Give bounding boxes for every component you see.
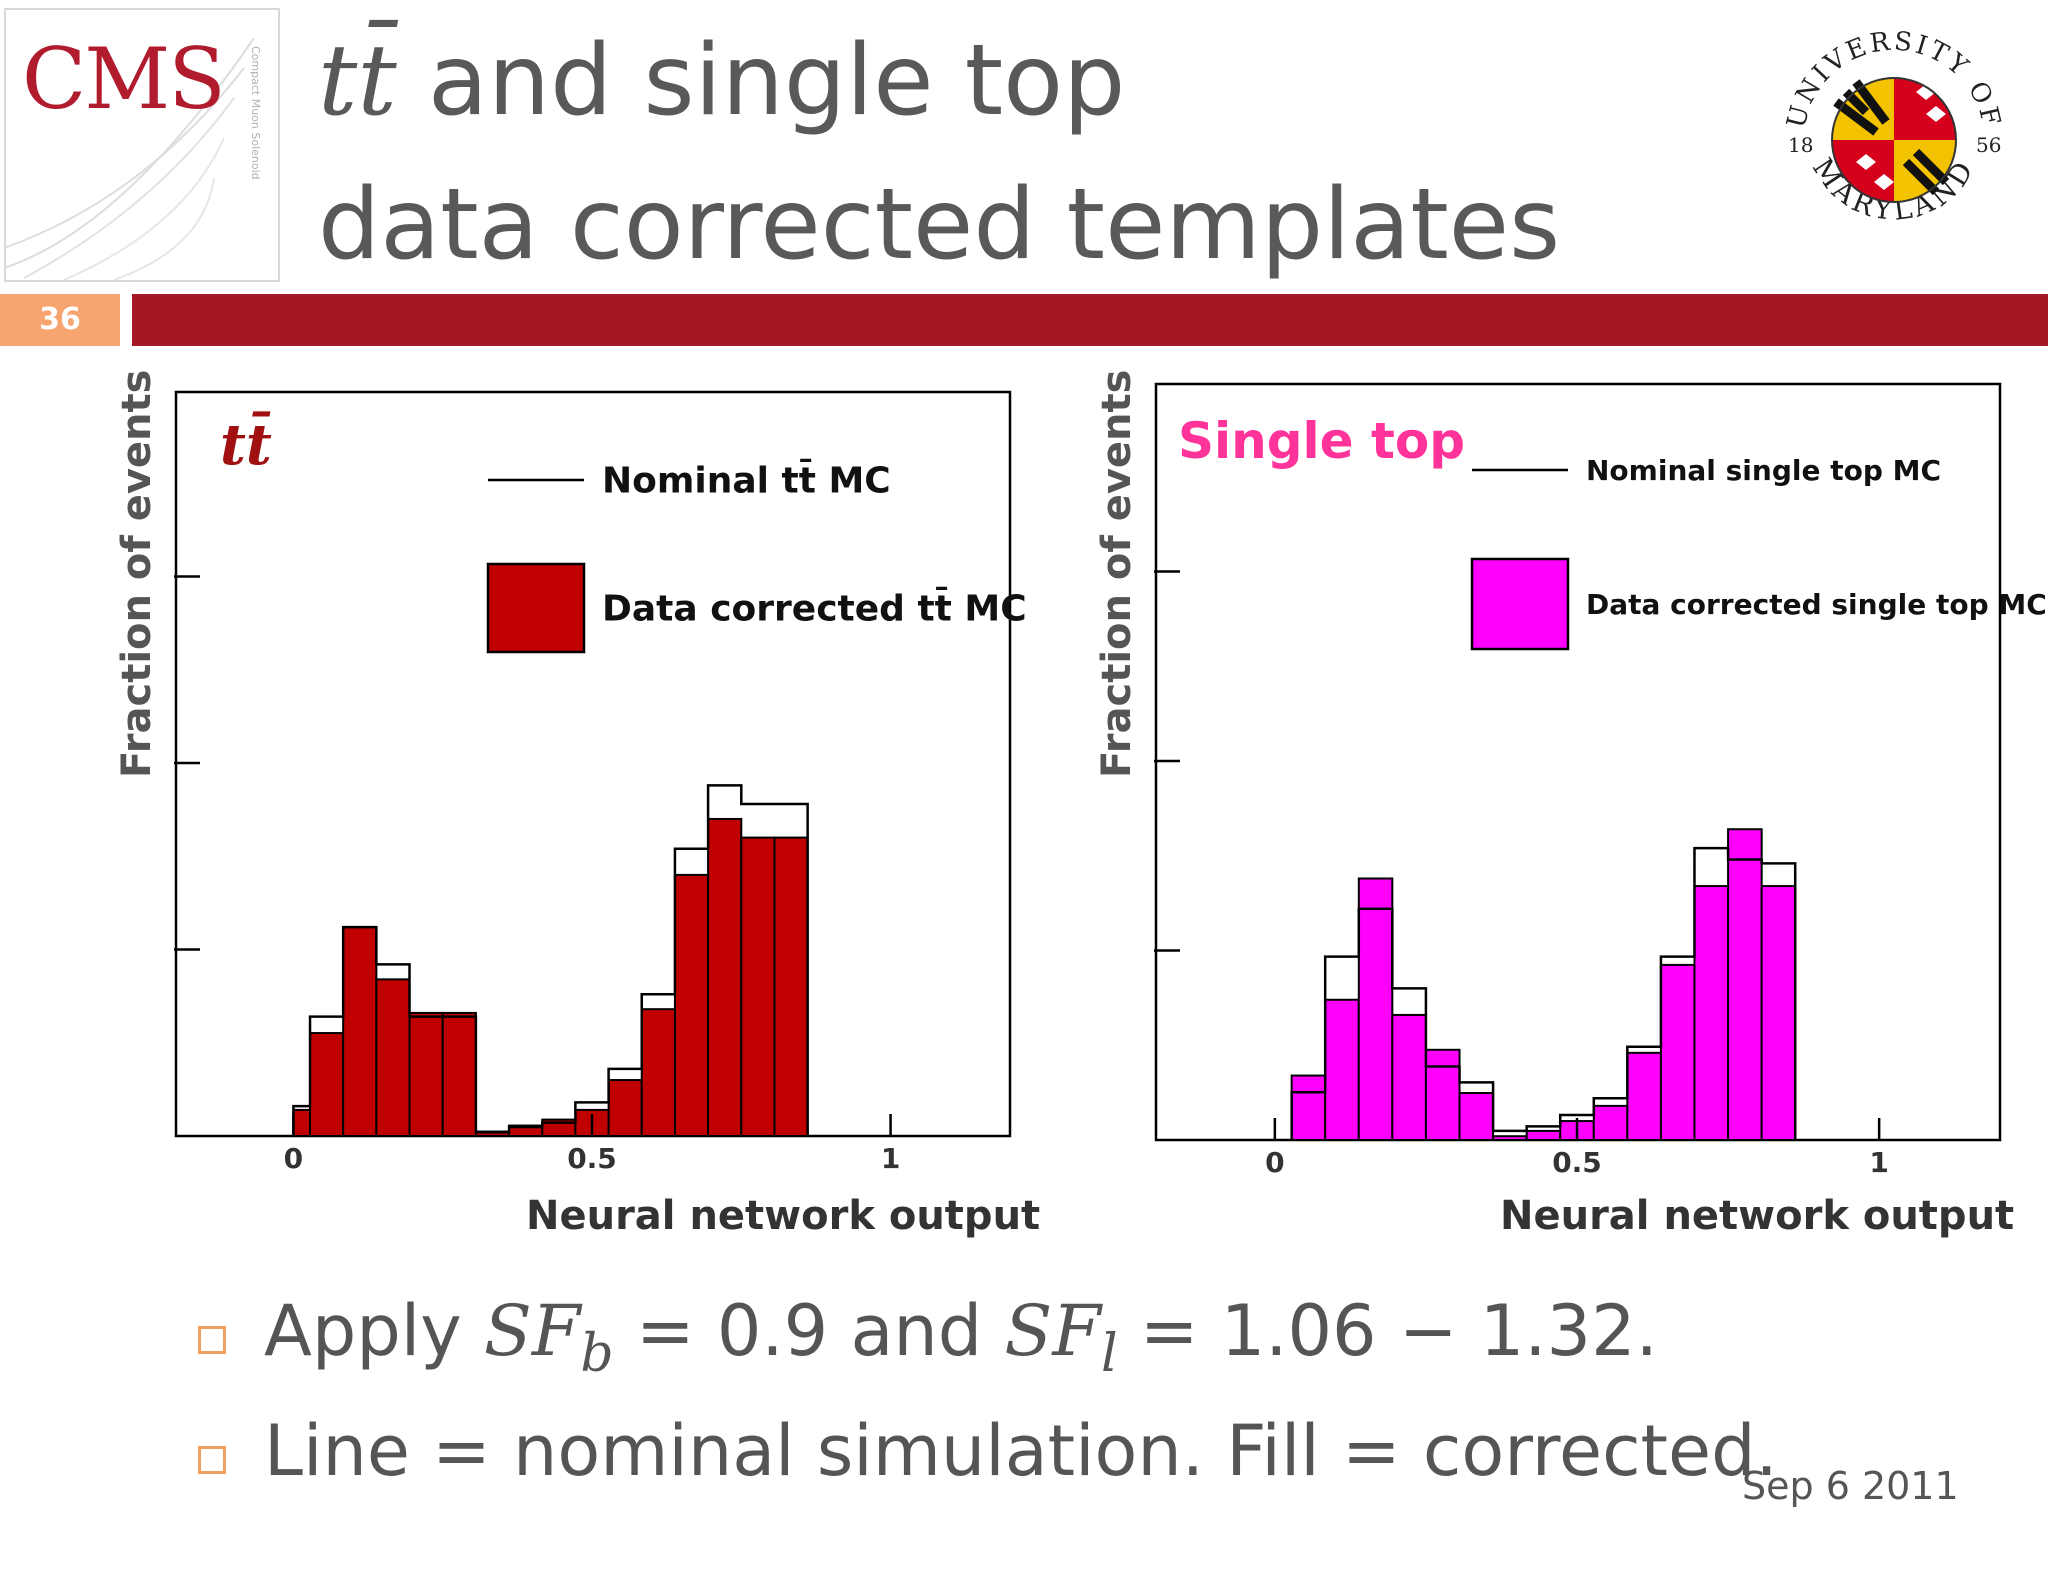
bullet-1-part-c: = 1.06 − 1.32. bbox=[1117, 1290, 1658, 1372]
x-tick-label: 0 bbox=[1265, 1146, 1284, 1179]
seal-year-right: 56 bbox=[1976, 133, 2001, 157]
legend-label: Data corrected tt̄ MC bbox=[602, 586, 1027, 630]
fill-bar bbox=[1760, 885, 1797, 1141]
single-top-histogram-chart: 0 0.5 1 Single top Nominal single top MC Data… bbox=[1154, 382, 2047, 1179]
fill-bar bbox=[640, 1008, 676, 1137]
slide-title-line-1: tt̄ and single top bbox=[318, 24, 1125, 138]
bullet-1-part-b: = 0.9 and bbox=[613, 1290, 1005, 1372]
legend-label: Data corrected single top MC bbox=[1586, 588, 2047, 621]
fill-bar bbox=[342, 926, 378, 1137]
fill-bar bbox=[1290, 1074, 1327, 1142]
cms-logo: CMS Compact Muon Solenoid bbox=[3, 8, 280, 282]
fill-bar bbox=[1626, 1051, 1662, 1142]
fill-bar bbox=[1592, 1104, 1629, 1142]
right-chart-x-axis-label: Neural network output bbox=[1500, 1193, 2015, 1239]
fill-bar bbox=[1693, 885, 1730, 1141]
x-tick-label: 1 bbox=[881, 1142, 900, 1175]
bullet-1-sub-l: l bbox=[1100, 1324, 1118, 1384]
fill-bar bbox=[1424, 1048, 1461, 1141]
x-tick-label: 0.5 bbox=[567, 1142, 617, 1175]
bullet-text-1: Apply SFb = 0.9 and SFl = 1.06 − 1.32. bbox=[264, 1290, 1658, 1384]
legend-fill-swatch bbox=[1470, 557, 1570, 651]
fill-bar bbox=[408, 1011, 444, 1137]
legend-label: Nominal single top MC bbox=[1586, 454, 1941, 487]
fill-bar bbox=[292, 1108, 312, 1138]
fill-bar bbox=[607, 1079, 643, 1137]
fill-bar bbox=[1324, 998, 1360, 1142]
cms-logo-subtitle: Compact Muon Solenoid bbox=[249, 46, 262, 180]
fill-bar bbox=[673, 873, 710, 1137]
fill-bar bbox=[375, 978, 411, 1138]
bullet-1-part-a: Apply bbox=[264, 1290, 484, 1372]
slide-number: 36 bbox=[39, 302, 81, 337]
nominal-line bbox=[292, 784, 809, 1136]
left-chart-x-axis-label: Neural network output bbox=[526, 1193, 1041, 1239]
title-line-1-text: and single top bbox=[396, 24, 1126, 138]
x-tick-label: 0.5 bbox=[1552, 1146, 1602, 1179]
fill-bar bbox=[1525, 1129, 1562, 1141]
fill-bar bbox=[1357, 877, 1394, 1141]
ttbar-histogram-chart: 0 0.5 1 tt̄ Nominal tt̄ MC Data corrected tt̄… bbox=[174, 390, 1027, 1175]
left-chart-y-axis-label: Fraction of events bbox=[114, 369, 160, 778]
plot-label: tt̄ bbox=[220, 411, 272, 478]
bullet-marker-1 bbox=[198, 1326, 226, 1354]
slide-date: Sep 6 2011 bbox=[1742, 1464, 1959, 1508]
cms-logo-text: CMS bbox=[22, 30, 226, 128]
fill-bar bbox=[1458, 1092, 1495, 1142]
bullet-text-2: Line = nominal simulation. Fill = correc… bbox=[264, 1410, 1778, 1492]
university-seal: UNIVERSITY OF MARYLAND 18 56 bbox=[1776, 22, 2012, 258]
fill-bar bbox=[1659, 963, 1696, 1141]
header-accent-bar bbox=[132, 294, 2048, 346]
plot-label: Single top bbox=[1178, 412, 1465, 470]
fill-bar bbox=[740, 836, 776, 1137]
fill-bar bbox=[1492, 1135, 1528, 1142]
legend-fill-swatch bbox=[486, 562, 586, 654]
bullet-1-sub-b: b bbox=[580, 1324, 614, 1384]
title-math-ttbar: tt̄ bbox=[318, 24, 397, 138]
slide-title-line-2: data corrected templates bbox=[318, 168, 1561, 282]
fill-bar bbox=[1727, 828, 1763, 1141]
fill-bar bbox=[773, 836, 809, 1137]
seal-year-left: 18 bbox=[1788, 133, 1813, 157]
x-tick-label: 0 bbox=[284, 1142, 303, 1175]
fill-bar bbox=[1391, 1013, 1427, 1141]
fill-bar bbox=[309, 1032, 345, 1137]
nominal-line bbox=[1290, 846, 1797, 1140]
bullet-1-sf-b: SF bbox=[483, 1290, 581, 1372]
fill-bar bbox=[707, 817, 743, 1137]
plot-frame bbox=[1154, 382, 2002, 1142]
bullet-1-sf-l: SF bbox=[1004, 1290, 1101, 1372]
plot-frame bbox=[174, 390, 1012, 1138]
right-chart-y-axis-label: Fraction of events bbox=[1094, 369, 1140, 778]
fill-bar bbox=[441, 1011, 477, 1137]
x-tick-label: 1 bbox=[1869, 1146, 1888, 1179]
legend-label: Nominal tt̄ MC bbox=[602, 458, 891, 502]
bullet-marker-2 bbox=[198, 1446, 226, 1474]
slide-number-box: 36 bbox=[0, 294, 120, 346]
